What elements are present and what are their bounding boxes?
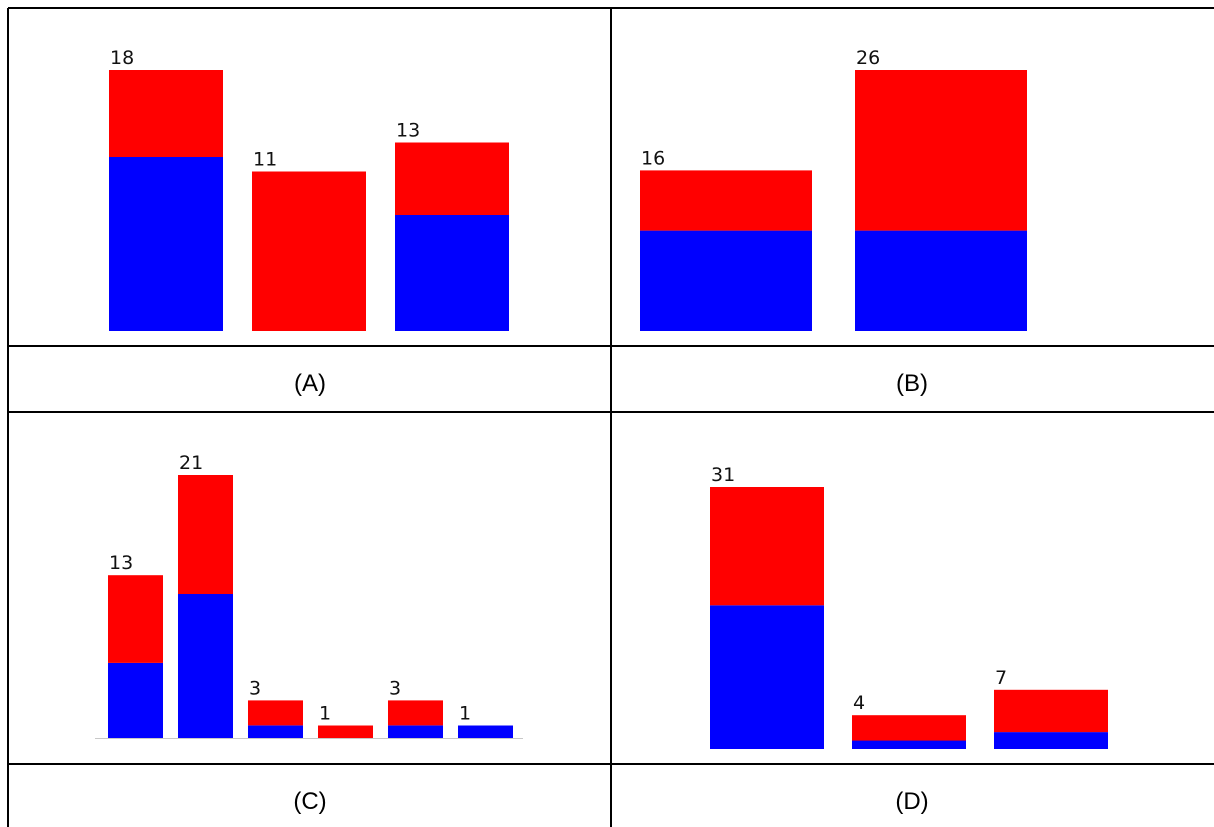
bar-2-blue-segment bbox=[178, 594, 233, 738]
bar-5-total-label: 3 bbox=[389, 677, 401, 699]
bar-1-blue-segment bbox=[710, 605, 824, 749]
bar-4-red-segment bbox=[318, 725, 373, 738]
bar-5-blue-segment bbox=[388, 725, 443, 738]
bar-1-total-label: 13 bbox=[109, 552, 133, 574]
bar-1-total-label: 31 bbox=[711, 464, 735, 486]
captions: (A) (B) (C) (D) bbox=[293, 370, 928, 815]
bar-2-red-segment bbox=[252, 171, 366, 331]
bar-2-blue-segment bbox=[855, 230, 1027, 331]
bar-5-red-segment bbox=[388, 700, 443, 726]
bar-6-total-label: 1 bbox=[459, 703, 471, 725]
bar-3-red-segment bbox=[395, 142, 509, 215]
bar-3-total-label: 7 bbox=[995, 667, 1007, 689]
caption-d: (D) bbox=[895, 788, 928, 815]
bar-3-red-segment bbox=[248, 700, 303, 726]
bar-3-red-segment bbox=[994, 689, 1108, 733]
bar-3-blue-segment bbox=[395, 215, 509, 331]
bar-2-total-label: 11 bbox=[253, 149, 277, 171]
bar-1-red-segment bbox=[640, 170, 812, 231]
bar-4-total-label: 1 bbox=[319, 703, 331, 725]
bar-1-red-segment bbox=[108, 575, 163, 663]
bar-1-total-label: 18 bbox=[110, 47, 134, 69]
chart-d: 31 4 7 bbox=[710, 464, 1108, 749]
bar-1-total-label: 16 bbox=[641, 147, 665, 169]
bar-3-total-label: 13 bbox=[396, 120, 420, 142]
bar-3-total-label: 3 bbox=[249, 677, 261, 699]
bar-1-blue-segment bbox=[108, 662, 163, 738]
bar-3-blue-segment bbox=[994, 732, 1108, 749]
caption-a: (A) bbox=[294, 370, 326, 397]
bar-2-total-label: 26 bbox=[856, 47, 880, 69]
bar-2-total-label: 21 bbox=[179, 452, 203, 474]
bar-2-red-segment bbox=[852, 715, 966, 741]
bar-1-red-segment bbox=[109, 70, 223, 157]
bar-2-red-segment bbox=[855, 70, 1027, 231]
chart-a: 18 11 13 bbox=[109, 47, 509, 331]
bar-1-red-segment bbox=[710, 487, 824, 606]
bar-1-blue-segment bbox=[109, 157, 223, 331]
bar-2-blue-segment bbox=[852, 740, 966, 749]
bar-2-total-label: 4 bbox=[853, 692, 865, 714]
bar-2-red-segment bbox=[178, 475, 233, 594]
caption-b: (B) bbox=[896, 370, 928, 397]
caption-c: (C) bbox=[293, 788, 326, 815]
table-grid bbox=[7, 7, 1214, 827]
bar-3-blue-segment bbox=[248, 725, 303, 738]
bar-6-blue-segment bbox=[458, 725, 513, 738]
bar-1-blue-segment bbox=[640, 230, 812, 331]
